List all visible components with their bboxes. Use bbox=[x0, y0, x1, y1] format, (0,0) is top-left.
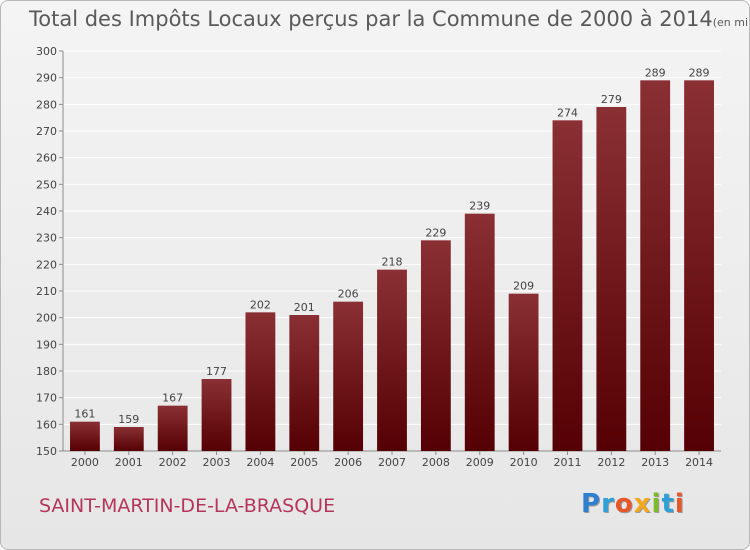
value-label-2012: 279 bbox=[601, 93, 622, 106]
value-label-2001: 159 bbox=[118, 413, 139, 426]
bar-2008 bbox=[420, 240, 451, 451]
bar-2004 bbox=[245, 312, 276, 451]
logo-letter: x bbox=[633, 489, 652, 519]
value-label-2003: 177 bbox=[206, 365, 227, 378]
x-tick-label-2005: 2005 bbox=[290, 456, 318, 469]
value-label-2009: 239 bbox=[469, 200, 490, 213]
y-tick-label: 220 bbox=[36, 258, 57, 271]
y-tick-label: 290 bbox=[36, 72, 57, 85]
y-tick-label: 260 bbox=[36, 152, 57, 165]
bar-2003 bbox=[201, 379, 232, 451]
y-tick-label: 200 bbox=[36, 312, 57, 325]
value-label-2008: 229 bbox=[425, 226, 446, 239]
x-tick-label-2008: 2008 bbox=[422, 456, 450, 469]
y-tick-label: 250 bbox=[36, 178, 57, 191]
bar-2006 bbox=[333, 301, 364, 451]
bar-2000 bbox=[70, 421, 100, 451]
chart-title-text: Total des Impôts Locaux perçus par la Co… bbox=[29, 7, 713, 31]
bar-2002 bbox=[157, 405, 188, 451]
x-tick-label-2007: 2007 bbox=[378, 456, 406, 469]
x-tick-label-2003: 2003 bbox=[203, 456, 231, 469]
bars bbox=[70, 80, 714, 451]
y-tick-label: 210 bbox=[36, 285, 57, 298]
bar-2010 bbox=[508, 293, 539, 451]
bar-2007 bbox=[377, 269, 407, 451]
chart-title-unit: (en milliers d'€) bbox=[712, 16, 749, 29]
commune-name: SAINT-MARTIN-DE-LA-BRASQUE bbox=[39, 495, 336, 517]
y-tick-label: 190 bbox=[36, 338, 57, 351]
chart-title: Total des Impôts Locaux perçus par la Co… bbox=[29, 7, 749, 31]
x-tick-label-2002: 2002 bbox=[159, 456, 187, 469]
x-tick-label-2012: 2012 bbox=[597, 456, 625, 469]
value-label-2005: 201 bbox=[294, 301, 315, 314]
bar-2009 bbox=[464, 213, 495, 451]
bar-2014 bbox=[684, 80, 714, 451]
logo-letter: i bbox=[651, 489, 662, 519]
y-tick-label: 170 bbox=[36, 392, 57, 405]
x-tick-label-2013: 2013 bbox=[641, 456, 669, 469]
x-tick-label-2014: 2014 bbox=[685, 456, 713, 469]
y-tick-label: 270 bbox=[36, 125, 57, 138]
value-label-2014: 289 bbox=[689, 66, 710, 79]
proxiti-logo[interactable]: Proxiti bbox=[581, 489, 685, 519]
y-tick-label: 280 bbox=[36, 98, 57, 111]
y-tick-label: 240 bbox=[36, 205, 57, 218]
x-tick-label-2010: 2010 bbox=[510, 456, 538, 469]
y-tick-label: 160 bbox=[36, 418, 57, 431]
x-tick-label-2001: 2001 bbox=[115, 456, 143, 469]
x-tick-label-2006: 2006 bbox=[334, 456, 362, 469]
value-label-2006: 206 bbox=[338, 288, 359, 301]
bar-2013 bbox=[640, 80, 671, 451]
logo-letter: P bbox=[581, 489, 602, 519]
y-tick-label: 180 bbox=[36, 365, 57, 378]
bar-2011 bbox=[552, 120, 583, 451]
value-label-2000: 161 bbox=[74, 408, 95, 421]
bar-2005 bbox=[289, 315, 320, 451]
value-label-2013: 289 bbox=[645, 66, 666, 79]
x-tick-label-2000: 2000 bbox=[71, 456, 99, 469]
logo-letter: i bbox=[674, 489, 685, 519]
y-tick-label: 300 bbox=[36, 45, 57, 58]
value-label-2011: 274 bbox=[557, 106, 578, 119]
y-tick-label: 150 bbox=[36, 445, 57, 458]
value-label-2004: 202 bbox=[250, 298, 271, 311]
value-label-2002: 167 bbox=[162, 392, 183, 405]
bar-2012 bbox=[596, 107, 627, 451]
x-tick-label-2004: 2004 bbox=[246, 456, 274, 469]
x-tick-label-2011: 2011 bbox=[553, 456, 581, 469]
x-tick-label-2009: 2009 bbox=[466, 456, 494, 469]
logo-letter: o bbox=[614, 489, 634, 519]
logo-letter: t bbox=[661, 489, 675, 519]
logo-letter: r bbox=[601, 489, 615, 519]
value-label-2007: 218 bbox=[382, 256, 403, 269]
labels: 150 160 170 180 190 200 210 220 230 240 250 260 270 2… bbox=[36, 45, 713, 469]
y-tick-label: 230 bbox=[36, 232, 57, 245]
value-label-2010: 209 bbox=[513, 280, 534, 293]
bar-2001 bbox=[113, 427, 144, 451]
